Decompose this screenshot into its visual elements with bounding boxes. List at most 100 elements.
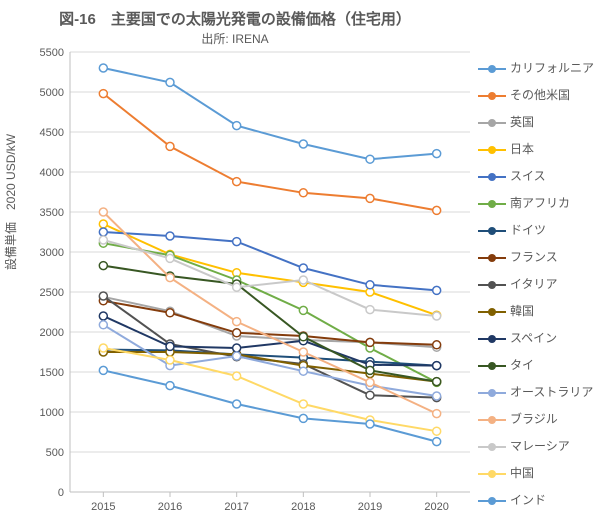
legend-swatch — [478, 495, 506, 505]
line-chart: 図-16 主要国での太陽光発電の設備価格（住宅用） 出所: IRENA 設備単価… — [0, 0, 600, 524]
x-tick-label: 2018 — [291, 501, 315, 513]
data-marker — [433, 150, 441, 158]
data-marker — [366, 378, 374, 386]
legend-item: スイス — [478, 164, 546, 187]
data-marker — [166, 309, 174, 317]
legend-swatch — [478, 63, 506, 73]
legend-swatch — [478, 90, 506, 100]
legend-swatch — [478, 225, 506, 235]
legend-item: 南アフリカ — [478, 191, 570, 214]
legend-swatch — [478, 171, 506, 181]
data-marker — [366, 306, 374, 314]
data-marker — [166, 356, 174, 364]
legend-label: ブラジル — [510, 410, 558, 427]
legend-item: スペイン — [478, 326, 557, 349]
y-tick-label: 4500 — [40, 127, 64, 139]
legend-swatch — [478, 333, 506, 343]
legend-label: 南アフリカ — [510, 194, 570, 211]
data-marker — [233, 372, 241, 380]
legend-label: 英国 — [510, 113, 534, 130]
data-marker — [299, 348, 307, 356]
legend-swatch — [478, 279, 506, 289]
data-marker — [433, 410, 441, 418]
legend-label: オーストラリア — [510, 383, 593, 400]
legend-item: フランス — [478, 245, 558, 268]
data-marker — [366, 281, 374, 289]
data-marker — [299, 189, 307, 197]
series-line — [103, 68, 436, 159]
legend-item: 英国 — [478, 110, 534, 133]
data-marker — [166, 142, 174, 150]
legend-item: ドイツ — [478, 218, 546, 241]
y-tick-label: 1000 — [40, 407, 64, 419]
data-marker — [433, 378, 441, 386]
data-marker — [99, 90, 107, 98]
y-tick-label: 3000 — [40, 247, 64, 259]
legend-item: その他米国 — [478, 83, 570, 106]
legend-item: カリフォルニア — [478, 56, 594, 79]
data-marker — [233, 344, 241, 352]
legend-label: 中国 — [510, 464, 534, 481]
y-tick-label: 500 — [46, 447, 64, 459]
legend-item: 日本 — [478, 137, 534, 160]
legend-label: その他米国 — [510, 86, 570, 103]
data-marker — [366, 338, 374, 346]
series-line — [103, 316, 436, 366]
data-marker — [299, 276, 307, 284]
data-marker — [166, 342, 174, 350]
data-marker — [166, 382, 174, 390]
data-marker — [299, 306, 307, 314]
data-marker — [233, 122, 241, 130]
data-marker — [299, 414, 307, 422]
data-marker — [99, 220, 107, 228]
legend-swatch — [478, 414, 506, 424]
series-line — [103, 224, 436, 315]
series-line — [103, 94, 436, 211]
data-marker — [433, 392, 441, 400]
data-marker — [99, 312, 107, 320]
data-marker — [433, 341, 441, 349]
legend-label: 韓国 — [510, 302, 534, 319]
data-marker — [166, 254, 174, 262]
data-marker — [366, 194, 374, 202]
y-tick-label: 1500 — [40, 367, 64, 379]
data-marker — [433, 312, 441, 320]
series-line — [103, 243, 436, 382]
legend-label: インド — [510, 491, 546, 508]
legend-label: イタリア — [510, 275, 558, 292]
data-marker — [99, 262, 107, 270]
legend-swatch — [478, 360, 506, 370]
legend-swatch — [478, 144, 506, 154]
legend-item: 韓国 — [478, 299, 534, 322]
legend-label: フランス — [510, 248, 558, 265]
y-tick-label: 2500 — [40, 287, 64, 299]
legend-label: スイス — [510, 167, 546, 184]
data-marker — [233, 400, 241, 408]
data-marker — [233, 318, 241, 326]
data-marker — [99, 344, 107, 352]
y-tick-label: 5500 — [40, 47, 64, 59]
data-marker — [166, 274, 174, 282]
data-marker — [299, 400, 307, 408]
data-marker — [366, 155, 374, 163]
data-marker — [233, 238, 241, 246]
legend-label: ドイツ — [510, 221, 546, 238]
data-marker — [233, 283, 241, 291]
x-tick-label: 2019 — [358, 501, 382, 513]
y-tick-label: 2000 — [40, 327, 64, 339]
data-marker — [299, 264, 307, 272]
y-tick-label: 5000 — [40, 87, 64, 99]
data-marker — [99, 228, 107, 236]
data-marker — [99, 236, 107, 244]
legend-item: ブラジル — [478, 407, 558, 430]
data-marker — [99, 366, 107, 374]
data-marker — [433, 427, 441, 435]
legend-swatch — [478, 252, 506, 262]
legend-item: イタリア — [478, 272, 558, 295]
legend-swatch — [478, 441, 506, 451]
y-tick-label: 0 — [58, 487, 64, 499]
legend-swatch — [478, 306, 506, 316]
legend-label: カリフォルニア — [510, 59, 594, 76]
legend-swatch — [478, 468, 506, 478]
legend-swatch — [478, 387, 506, 397]
